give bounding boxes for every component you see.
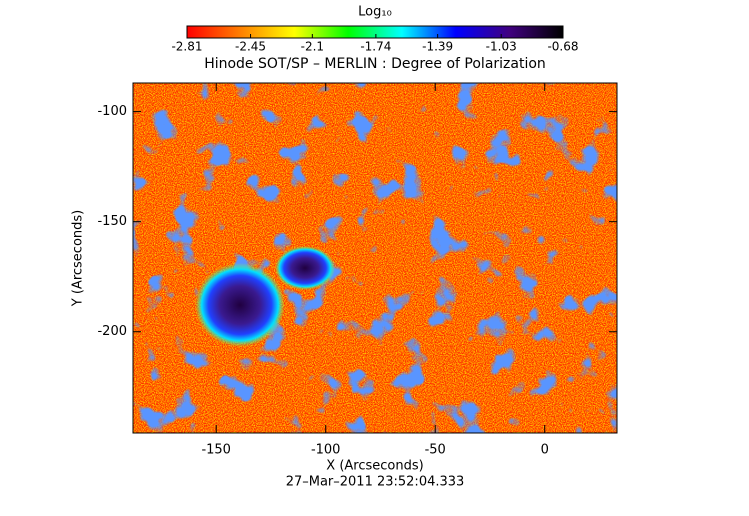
footer-date: 27–Mar–2011 23:52:04.333 bbox=[286, 475, 465, 490]
colorbar-tick-label: -0.68 bbox=[547, 40, 578, 54]
colorbar-tick-label: -1.74 bbox=[360, 40, 391, 54]
colorbar-tick-label: -2.1 bbox=[301, 40, 324, 54]
y-axis-label: Y (Arcseconds) bbox=[71, 210, 86, 307]
y-tick-label: -100 bbox=[97, 104, 127, 119]
x-tick-label: -150 bbox=[201, 443, 231, 458]
plot-frame bbox=[132, 82, 618, 434]
colorbar-label: Log₁₀ bbox=[358, 5, 392, 20]
colorbar-tick-label: -1.03 bbox=[486, 40, 517, 54]
colorbar-tick-label: -2.45 bbox=[235, 40, 266, 54]
colorbar bbox=[186, 25, 564, 39]
x-tick-label: -50 bbox=[425, 443, 446, 458]
y-tick-label: -200 bbox=[97, 324, 127, 339]
x-axis-label: X (Arcseconds) bbox=[326, 459, 423, 474]
x-tick-label: 0 bbox=[541, 443, 549, 458]
map-image bbox=[133, 83, 617, 433]
y-tick-label: -150 bbox=[97, 214, 127, 229]
chart-title: Hinode SOT/SP – MERLIN : Degree of Polar… bbox=[204, 56, 546, 72]
colorbar-tick-label: -1.39 bbox=[422, 40, 453, 54]
x-tick-label: -100 bbox=[311, 443, 341, 458]
colorbar-tick-label: -2.81 bbox=[171, 40, 202, 54]
